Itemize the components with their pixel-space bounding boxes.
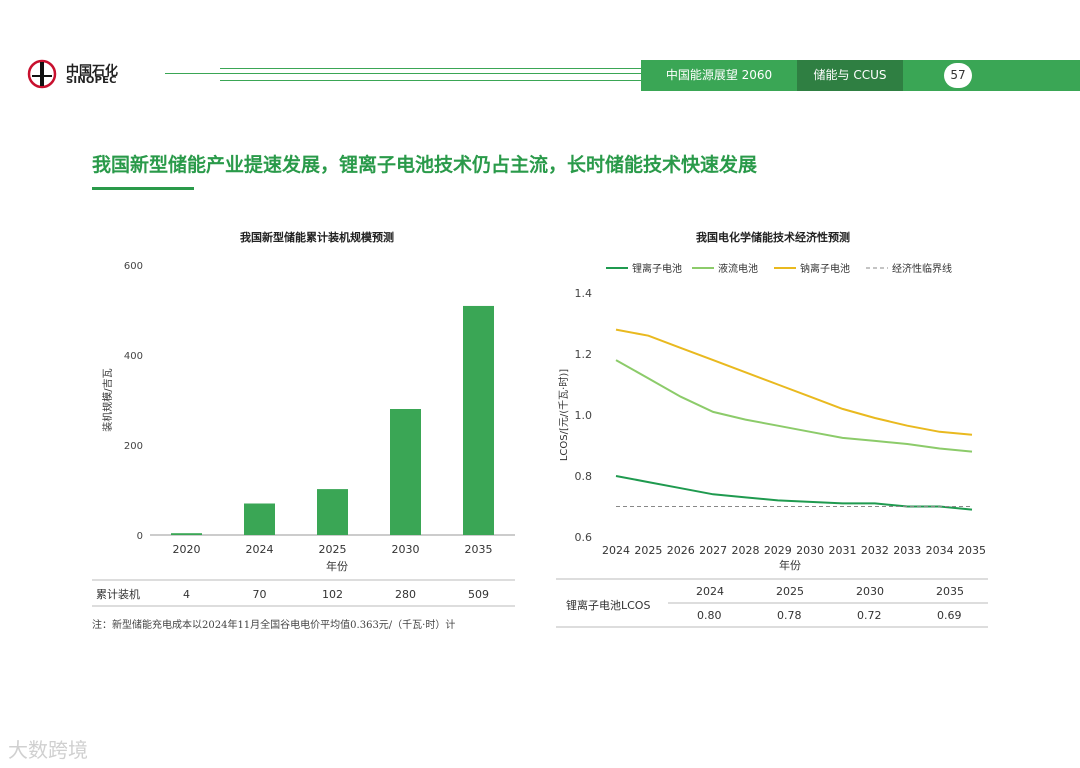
- header-rule-1: [165, 73, 641, 74]
- legend-label: 钠离子电池: [800, 262, 850, 275]
- sinopec-logo: 中国石化 SINOPEC: [26, 58, 146, 94]
- x-tick-label: 2025: [319, 543, 347, 556]
- x-tick-label: 2032: [861, 544, 889, 557]
- header-rule-3: [220, 80, 641, 81]
- page-title: 我国新型储能产业提速发展，锂离子电池技术仍占主流，长时储能技术快速发展: [92, 154, 758, 176]
- capacity-value: 4: [183, 588, 190, 601]
- capacity-value: 102: [322, 588, 343, 601]
- footnote: 注：新型储能充电成本以2024年11月全国谷电电价平均值0.363元/（千瓦·时…: [92, 620, 456, 631]
- x-tick-label: 2035: [465, 543, 493, 556]
- legend-label: 锂离子电池: [632, 262, 682, 275]
- logo-cn-text: 中国石化: [66, 64, 119, 79]
- section-name: 储能与 CCUS: [797, 60, 903, 91]
- series-line-钠离子电池: [615, 328, 973, 436]
- y-tick-label: 600: [124, 261, 143, 272]
- lcos-year-2024: 2024: [696, 585, 724, 598]
- y-tick-label: 1.4: [575, 287, 593, 300]
- y-axis-label: LCOS/[元/(千瓦·时)]: [558, 369, 570, 461]
- capacity-value: 70: [253, 588, 267, 601]
- capacity-value: 280: [395, 588, 416, 601]
- lcos-row-label: 锂离子电池LCOS: [566, 599, 651, 612]
- y-tick-label: 1.0: [575, 409, 593, 422]
- series-line-锂离子电池: [615, 475, 973, 511]
- lcos-value-2024: 0.80: [697, 609, 722, 622]
- row-label-capacity: 累计装机: [96, 587, 140, 601]
- bar-2030: [390, 409, 421, 535]
- bar-2020: [171, 533, 202, 535]
- x-tick-label: 2020: [173, 543, 201, 556]
- bar-2025: [317, 489, 348, 535]
- x-tick-label: 2035: [958, 544, 986, 557]
- x-tick-label: 2028: [731, 544, 759, 557]
- legend-label: 液流电池: [718, 262, 758, 275]
- y-tick-label: 200: [124, 441, 143, 452]
- y-axis-label: 装机规模/吉瓦: [101, 368, 114, 431]
- x-tick-label: 2025: [634, 544, 662, 557]
- x-axis-label: 年份: [779, 558, 801, 572]
- lcos-year-2035: 2035: [936, 585, 964, 598]
- sinopec-emblem-icon: [27, 59, 57, 89]
- x-tick-label: 2030: [796, 544, 824, 557]
- title-underline: [92, 187, 194, 190]
- x-tick-label: 2026: [667, 544, 695, 557]
- x-tick-label: 2027: [699, 544, 727, 557]
- x-tick-label: 2033: [893, 544, 921, 557]
- logo-en-text: SINOPEC: [66, 75, 117, 86]
- legend-label: 经济性临界线: [892, 262, 952, 275]
- lcos-value-2035: 0.69: [937, 609, 962, 622]
- bar-2024: [244, 503, 275, 535]
- y-tick-label: 0: [137, 531, 143, 542]
- x-tick-label: 2024: [602, 544, 630, 557]
- page-number: 57: [944, 63, 972, 88]
- lcos-year-2025: 2025: [776, 585, 804, 598]
- x-axis-label: 年份: [326, 559, 348, 573]
- lcos-value-2030: 0.72: [857, 609, 882, 622]
- lcos-year-2030: 2030: [856, 585, 884, 598]
- watermark: 大数跨境: [8, 738, 88, 762]
- header-rule-2: [220, 68, 641, 69]
- y-tick-label: 400: [124, 351, 143, 362]
- left-chart-title: 我国新型储能累计装机规模预测: [240, 231, 394, 244]
- right-chart-title: 我国电化学储能技术经济性预测: [696, 231, 850, 244]
- x-tick-label: 2030: [392, 543, 420, 556]
- x-tick-label: 2024: [246, 543, 274, 556]
- header-bar: 中国能源展望 2060 储能与 CCUS 57: [641, 60, 1080, 91]
- x-tick-label: 2029: [764, 544, 792, 557]
- lcos-value-2025: 0.78: [777, 609, 802, 622]
- y-tick-label: 0.8: [575, 470, 593, 483]
- capacity-value: 509: [468, 588, 489, 601]
- report-name: 中国能源展望 2060: [665, 68, 773, 82]
- y-tick-label: 0.6: [575, 531, 593, 544]
- x-tick-label: 2034: [926, 544, 954, 557]
- series-line-液流电池: [615, 359, 973, 453]
- y-tick-label: 1.2: [575, 348, 593, 361]
- bar-2035: [463, 305, 494, 535]
- x-tick-label: 2031: [829, 544, 857, 557]
